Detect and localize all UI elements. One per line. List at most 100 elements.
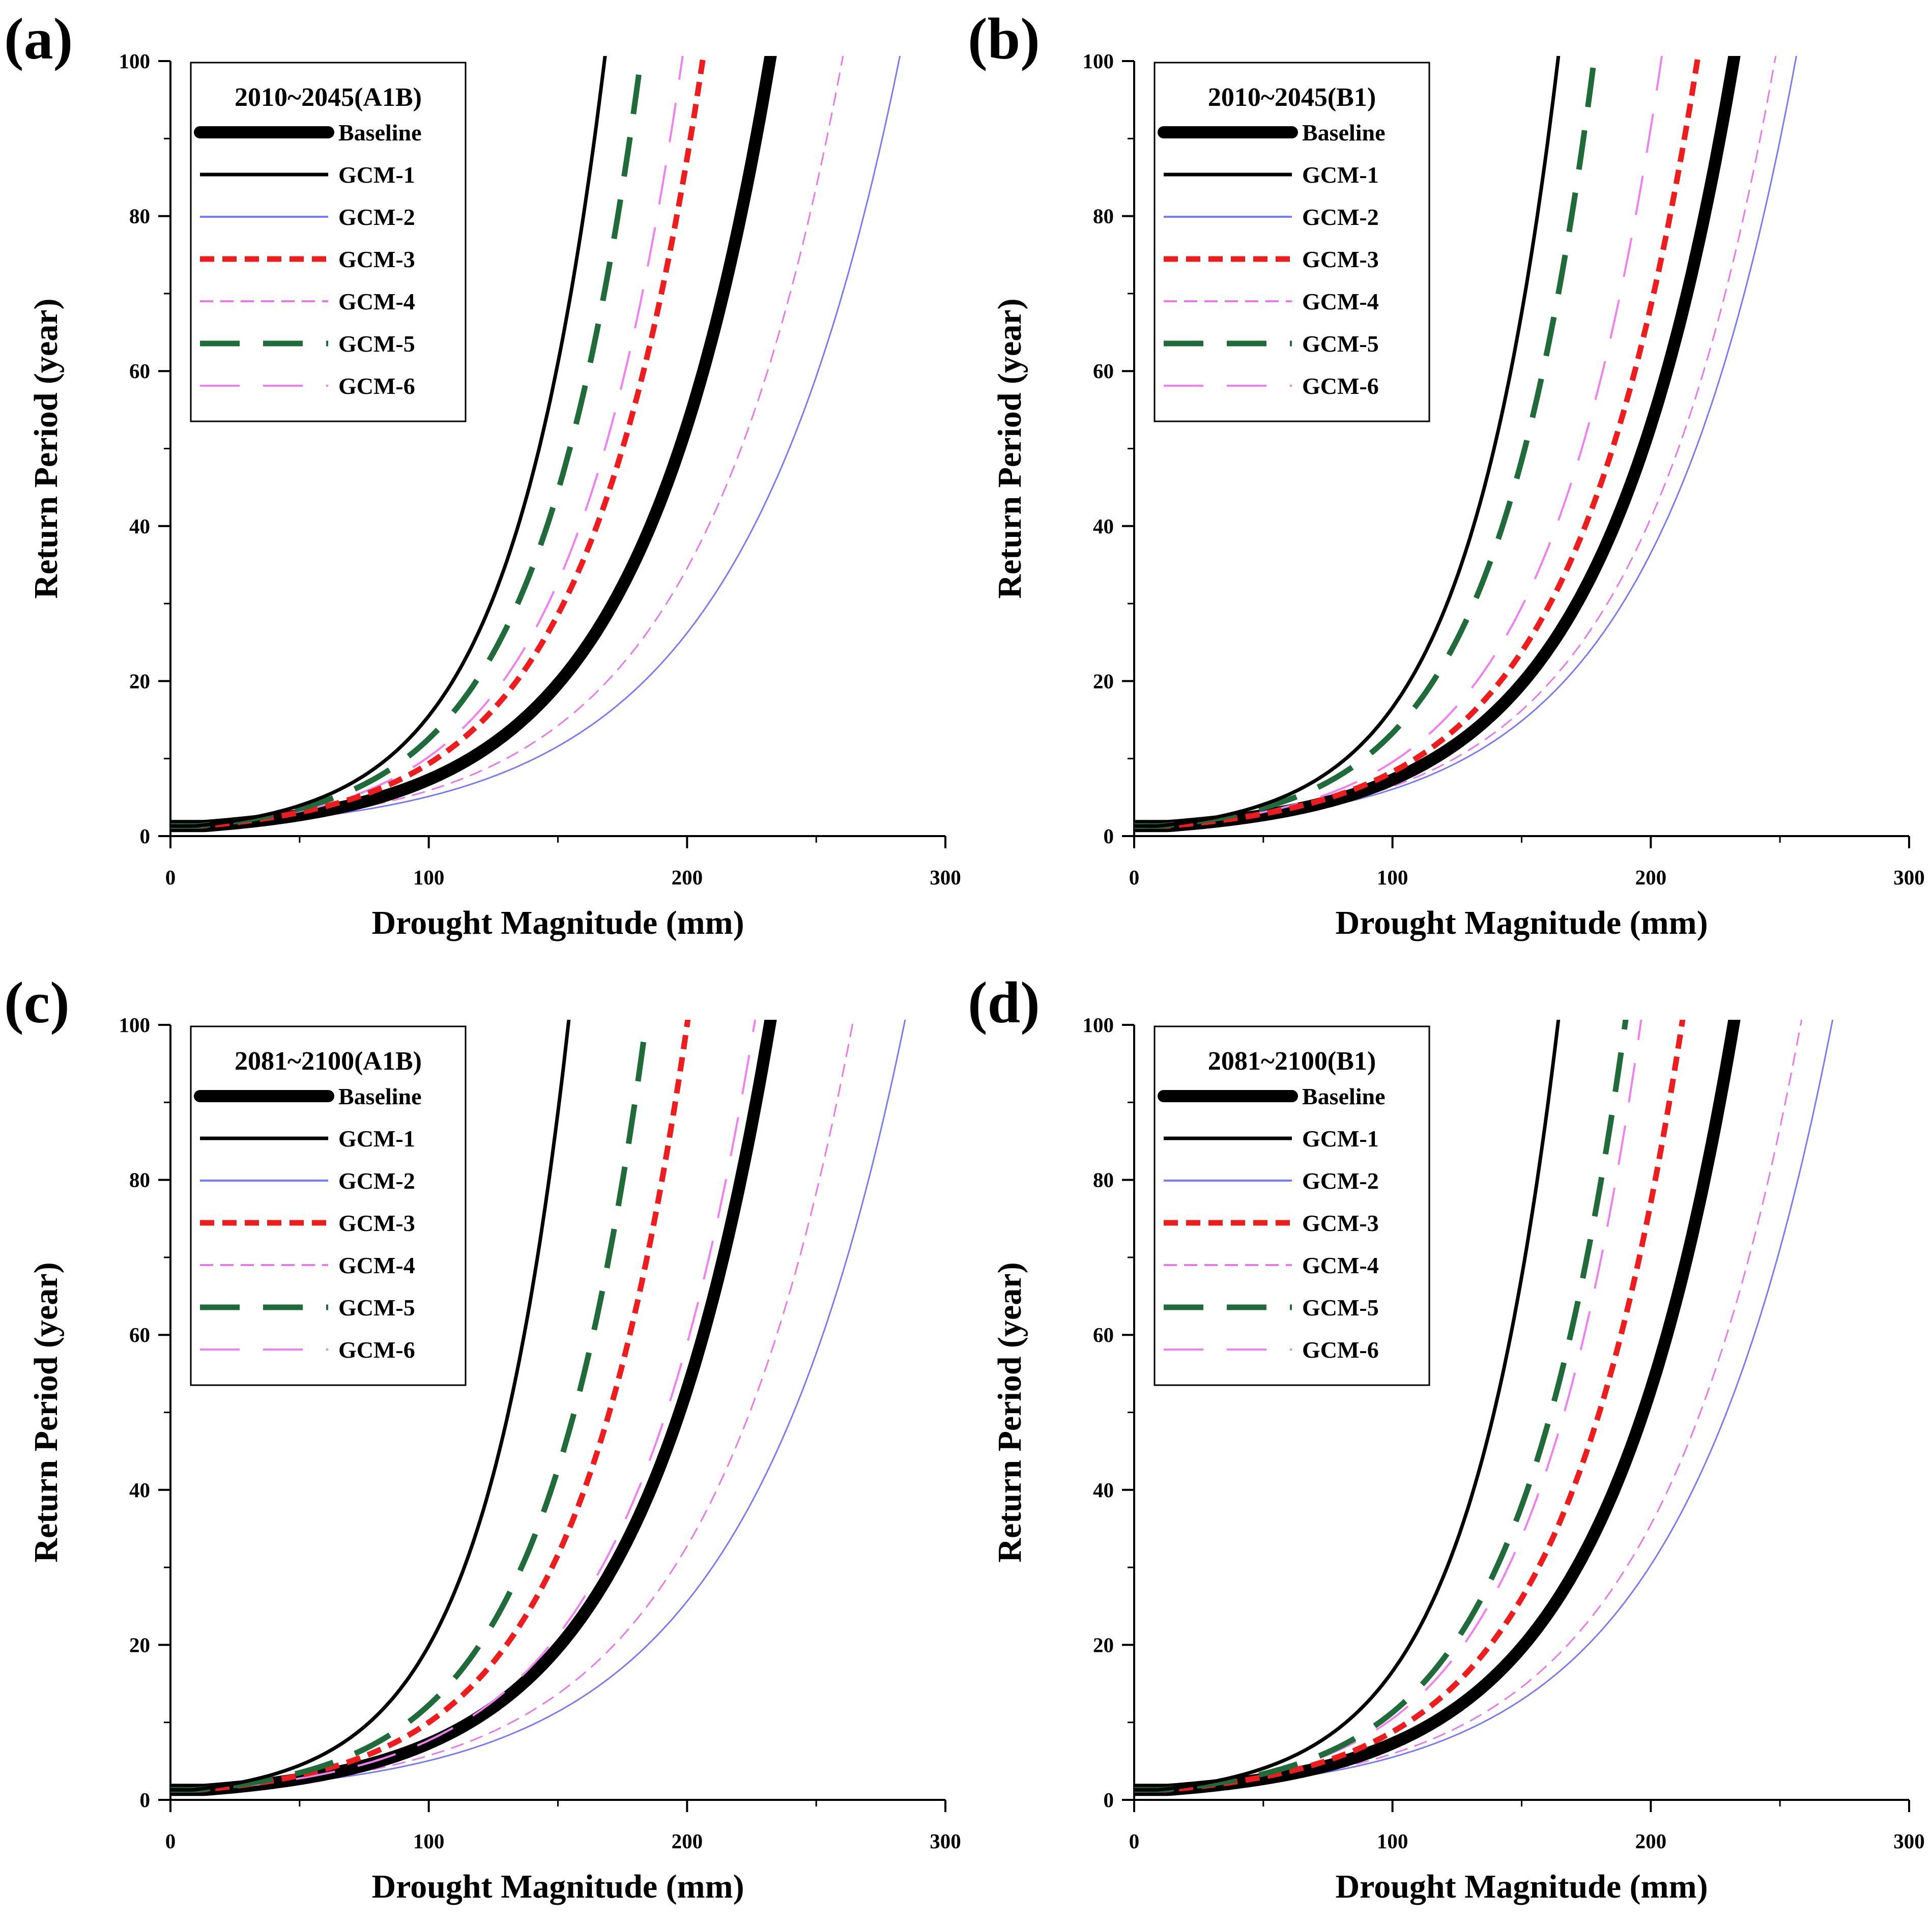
y-tick-label: 80 — [129, 1168, 150, 1192]
legend-label: GCM-2 — [338, 204, 415, 230]
legend-label: GCM-4 — [338, 289, 415, 314]
y-tick-label: 60 — [1093, 359, 1114, 383]
legend-label: GCM-3 — [338, 1210, 415, 1236]
series-line-gcm-1 — [1134, 56, 1561, 828]
legend-title: 2010~2045(B1) — [1208, 83, 1376, 112]
plot-area — [1134, 56, 1797, 833]
series-line-gcm-1 — [170, 56, 607, 828]
legend-label: Baseline — [1302, 1083, 1386, 1109]
legend-label: GCM-1 — [338, 1126, 415, 1152]
series-line-gcm-5 — [170, 1020, 649, 1793]
legend-label: GCM-5 — [338, 1295, 415, 1321]
y-tick-label: 20 — [129, 1633, 150, 1656]
legend-label: GCM-1 — [1302, 1126, 1379, 1152]
chart-panel-a: (a) 0 100 200 300 0 20 40 60 80 100 Drought Magnitu… — [4, 7, 961, 941]
y-tick-label: 100 — [1083, 1013, 1114, 1037]
x-tick-label: 100 — [1377, 866, 1408, 889]
x-tick-label: 200 — [672, 866, 703, 889]
legend-label: GCM-4 — [1302, 1252, 1379, 1278]
plot-area — [170, 56, 901, 833]
legend-box — [190, 1025, 467, 1386]
x-tick-label: 300 — [930, 866, 961, 889]
y-tick-label: 0 — [140, 824, 151, 848]
series-line-gcm-3 — [170, 1020, 691, 1793]
chart-panel-b: (b) 0 100 200 300 0 20 40 60 80 100 Drought Magnitu… — [968, 7, 1925, 941]
panel-label: (b) — [968, 7, 1040, 72]
legend-label: GCM-6 — [1302, 373, 1379, 399]
legend-title: 2081~2100(A1B) — [235, 1047, 422, 1076]
x-tick-label: 100 — [413, 1829, 445, 1853]
legend-label: GCM-1 — [1302, 162, 1379, 188]
legend-title: 2010~2045(A1B) — [235, 83, 422, 112]
x-axis-title: Drought Magnitude (mm) — [371, 1868, 744, 1905]
y-tick-label: 80 — [129, 205, 150, 228]
y-tick-label: 40 — [129, 1478, 150, 1502]
legend-label: GCM-5 — [338, 331, 415, 357]
legend-box — [1154, 62, 1430, 422]
series-line-gcm-5 — [1134, 1020, 1629, 1793]
y-tick-label: 60 — [129, 1323, 150, 1346]
series-line-gcm-1 — [1134, 1020, 1561, 1792]
chart-panel-c: (c) 0 100 200 300 0 20 40 60 80 100 Drought Magnitu… — [4, 970, 961, 1905]
y-tick-label: 20 — [1093, 669, 1114, 693]
y-tick-label: 60 — [1093, 1323, 1114, 1346]
x-axis-title: Drought Magnitude (mm) — [371, 904, 744, 941]
legend-label: GCM-6 — [338, 1337, 415, 1363]
legend-label: GCM-2 — [338, 1168, 415, 1194]
x-tick-label: 300 — [1893, 1829, 1925, 1853]
legend-label: GCM-4 — [1302, 289, 1379, 314]
y-axis-title: Return Period (year) — [27, 1262, 65, 1562]
series-line-gcm-4 — [170, 1020, 854, 1791]
x-axis-title: Drought Magnitude (mm) — [1335, 904, 1708, 941]
legend-label: GCM-6 — [338, 373, 415, 399]
x-tick-label: 200 — [672, 1829, 703, 1853]
legend-title: 2081~2100(B1) — [1208, 1047, 1376, 1076]
legend-label: GCM-2 — [1302, 204, 1379, 230]
y-axis-title: Return Period (year) — [27, 298, 65, 598]
y-tick-label: 60 — [129, 359, 150, 383]
legend-label: GCM-6 — [1302, 1337, 1379, 1363]
y-tick-label: 0 — [140, 1788, 151, 1812]
x-tick-label: 200 — [1635, 866, 1667, 889]
y-tick-label: 20 — [1093, 1633, 1114, 1656]
series-line-gcm-1 — [170, 1020, 571, 1792]
plot-area — [170, 1020, 906, 1796]
chart-panel-d: (d) 0 100 200 300 0 20 40 60 80 100 Drought Magnitu… — [968, 970, 1925, 1905]
legend-box — [190, 62, 467, 422]
x-tick-label: 0 — [165, 1829, 176, 1853]
y-tick-label: 40 — [1093, 514, 1114, 538]
y-tick-label: 80 — [1093, 1168, 1114, 1192]
x-tick-label: 0 — [1129, 866, 1140, 889]
x-axis-title: Drought Magnitude (mm) — [1335, 1868, 1708, 1905]
y-tick-label: 80 — [1093, 205, 1114, 228]
x-tick-label: 300 — [930, 1829, 961, 1853]
legend-label: Baseline — [338, 120, 422, 146]
y-tick-label: 100 — [1083, 49, 1114, 73]
panel-label: (c) — [4, 970, 70, 1036]
legend-label: GCM-5 — [1302, 331, 1379, 357]
panel-label: (d) — [968, 970, 1040, 1036]
legend-label: GCM-5 — [1302, 1295, 1379, 1321]
x-tick-label: 0 — [165, 866, 176, 889]
y-tick-label: 100 — [119, 1013, 151, 1037]
x-tick-label: 300 — [1893, 866, 1925, 889]
x-tick-label: 100 — [1377, 1829, 1408, 1853]
x-tick-label: 100 — [413, 866, 445, 889]
y-tick-label: 100 — [119, 49, 151, 73]
legend-label: GCM-3 — [1302, 246, 1379, 272]
plot-area — [1134, 1020, 1834, 1796]
y-tick-label: 0 — [1104, 1788, 1114, 1812]
y-tick-label: 40 — [129, 514, 150, 538]
legend-box — [1154, 1025, 1430, 1386]
legend-label: GCM-4 — [338, 1252, 415, 1278]
x-tick-label: 0 — [1129, 1829, 1140, 1853]
panel-label: (a) — [4, 7, 73, 72]
legend-label: GCM-3 — [1302, 1210, 1379, 1236]
legend-label: GCM-1 — [338, 162, 415, 188]
x-tick-label: 200 — [1635, 1829, 1667, 1853]
legend-label: GCM-3 — [338, 246, 415, 272]
y-tick-label: 40 — [1093, 1478, 1114, 1502]
legend-label: Baseline — [338, 1083, 422, 1109]
y-axis-title: Return Period (year) — [991, 298, 1028, 598]
